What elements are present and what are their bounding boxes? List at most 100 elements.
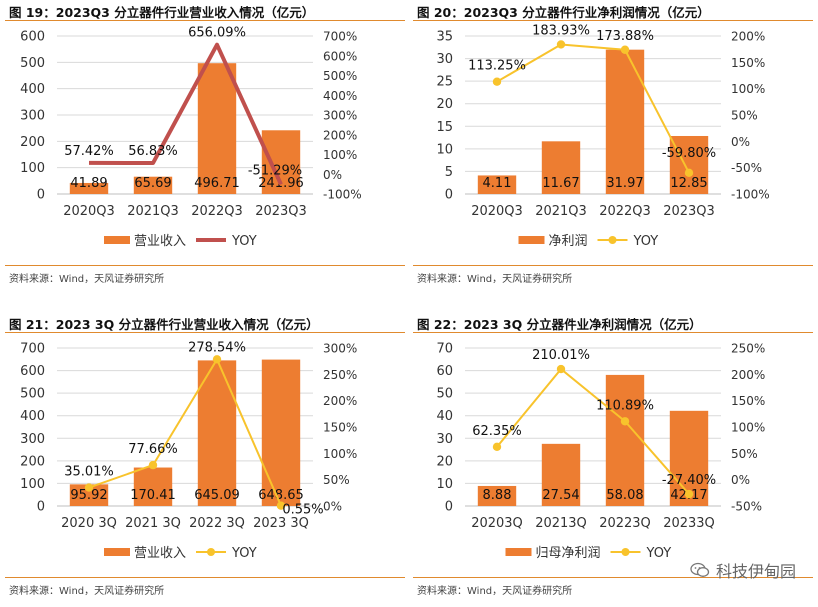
bar-value-label: 8.88	[483, 488, 512, 503]
left-axis-tick: 10	[436, 477, 453, 492]
yoy-point	[684, 168, 694, 178]
yoy-point	[212, 355, 222, 364]
right-axis-tick: -50%	[731, 500, 762, 514]
left-axis-tick: 200	[20, 454, 45, 469]
category-label: 20233Q	[663, 516, 715, 531]
category-label: 2022 3Q	[189, 516, 245, 531]
yoy-point	[620, 45, 630, 54]
legend-bar-label: 归母净利润	[536, 546, 601, 561]
left-axis-tick: 40	[436, 409, 453, 424]
panel-source: 资料来源：Wind，天风证券研究所	[9, 274, 165, 285]
source-rule	[413, 577, 813, 578]
left-axis-tick: 400	[20, 409, 45, 424]
chart: 0 100 200 300 400 500 600 700 0% 50% 100% 150% 200% 2…	[20, 340, 357, 561]
legend-bar-swatch	[505, 548, 532, 556]
bar	[261, 359, 301, 506]
right-axis-tick: 100%	[323, 447, 357, 461]
yoy-point	[620, 417, 630, 426]
legend-line-label: YOY	[231, 546, 257, 561]
right-axis-tick: 600%	[323, 49, 357, 63]
yoy-point	[556, 40, 566, 49]
right-axis-tick: 700%	[323, 30, 357, 44]
right-axis-tick: 300%	[323, 109, 357, 123]
right-axis-tick: 500%	[323, 69, 357, 83]
panel-source: 资料来源：Wind，天风证券研究所	[9, 586, 165, 597]
right-axis-tick: 150%	[323, 421, 357, 435]
right-axis-tick: 50%	[731, 109, 758, 123]
right-axis-tick: -100%	[731, 188, 770, 202]
category-label: 20223Q	[599, 516, 651, 531]
yoy-point	[556, 364, 566, 374]
yoy-point	[84, 483, 94, 492]
right-axis-tick: -100%	[323, 188, 362, 202]
bar	[133, 467, 173, 506]
left-axis-tick: 30	[436, 432, 453, 447]
left-axis-tick: 200	[20, 135, 45, 150]
category-label: 2020Q3	[63, 204, 115, 219]
yoy-value-label: 110.89%	[596, 398, 654, 413]
right-axis-tick: 100%	[323, 148, 357, 162]
left-axis-tick: 400	[20, 82, 45, 97]
yoy-value-label: 56.83%	[128, 144, 178, 159]
left-axis-tick: 70	[436, 342, 453, 357]
title-rule	[5, 20, 405, 21]
yoy-value-label: -51.29%	[248, 163, 302, 178]
bar-value-label: 645.09	[194, 488, 240, 503]
left-axis-tick: 20	[436, 454, 453, 469]
legend-line-marker	[608, 236, 617, 244]
category-label: 20213Q	[535, 516, 587, 531]
chart-panel-revenue-2023-3q: 图 21：2023 3Q 分立器件行业营业收入情况（亿元） 0 100 200 300…	[5, 312, 405, 607]
wechat-icon	[690, 562, 710, 577]
legend-bar-swatch	[518, 236, 545, 244]
title-rule	[5, 332, 405, 333]
right-axis-tick: 150%	[731, 56, 765, 70]
title-rule	[413, 332, 813, 333]
right-axis-tick: -50%	[731, 161, 762, 175]
bar-value-label: 31.97	[606, 176, 643, 191]
left-axis-tick: 30	[436, 52, 453, 67]
bar-value-label: 58.08	[606, 488, 643, 503]
panel-title: 图 22：2023 3Q 分立器件业净利润情况（亿元）	[417, 317, 702, 332]
category-label: 2022Q3	[599, 204, 651, 219]
yoy-point	[148, 460, 158, 470]
legend-bar-label: 净利润	[549, 234, 588, 249]
left-axis-tick: 25	[436, 75, 453, 90]
legend-line-label: YOY	[633, 234, 659, 249]
yoy-point	[684, 489, 694, 499]
left-axis-tick: 300	[20, 432, 45, 447]
chart-panel-revenue-2023q3: 图 19：2023Q3 分立器件行业营业收入情况（亿元） 0 100 200 300 4…	[5, 0, 405, 295]
source-rule	[413, 265, 813, 266]
right-axis-tick: 0%	[323, 168, 342, 182]
yoy-line	[88, 358, 282, 507]
category-label: 2021Q3	[535, 204, 587, 219]
right-axis-tick: 50%	[731, 447, 758, 461]
left-axis-tick: 100	[20, 161, 45, 176]
chart: 0 100 200 300 400 500 600 -100% 0% 100% 200% 300% 40…	[20, 26, 362, 249]
yoy-value-label: 656.09%	[188, 26, 246, 41]
left-axis-tick: 0	[445, 188, 453, 203]
category-label: 20203Q	[471, 516, 523, 531]
yoy-line	[496, 368, 690, 495]
bar	[197, 63, 237, 194]
panel-source: 资料来源：Wind，天风证券研究所	[417, 274, 573, 285]
right-axis-tick: 0%	[323, 500, 342, 514]
right-axis-tick: 250%	[323, 368, 357, 382]
bar-value-label: 170.41	[130, 488, 176, 503]
left-axis-tick: 600	[20, 364, 45, 379]
left-axis-tick: 60	[436, 364, 453, 379]
left-axis-tick: 500	[20, 56, 45, 71]
yoy-point	[492, 77, 502, 86]
bar	[605, 49, 645, 194]
bar	[541, 443, 581, 506]
legend-line-label: YOY	[231, 234, 257, 249]
left-axis-tick: 35	[436, 30, 453, 45]
panel-title: 图 21：2023 3Q 分立器件行业营业收入情况（亿元）	[9, 317, 319, 332]
yoy-value-label: 210.01%	[532, 348, 590, 363]
legend-bar-swatch	[104, 236, 130, 244]
chart-panel-net-profit-2023-3q: 图 22：2023 3Q 分立器件业净利润情况（亿元） 0 10 20 30 40 50 6…	[413, 312, 813, 607]
bar-value-label: 12.85	[670, 176, 707, 191]
chart-panel-net-profit-2023q3: 图 20：2023Q3 分立器件行业净利润情况（亿元） 0 5 10 15 20 25 30…	[413, 0, 813, 295]
right-axis-tick: 200%	[731, 368, 765, 382]
bar-value-label: 11.67	[542, 176, 579, 191]
right-axis-tick: 300%	[323, 342, 357, 356]
